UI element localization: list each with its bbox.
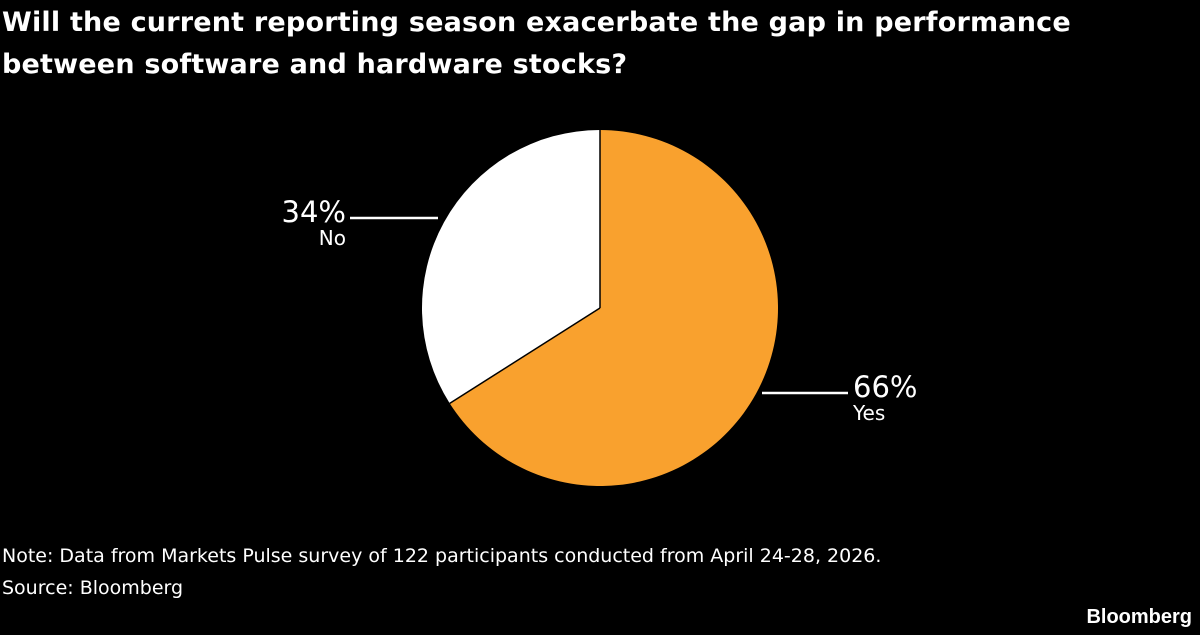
slice-divider — [449, 307, 601, 405]
value-label-yes: 66% — [853, 370, 917, 404]
note-text: Note: Data from Markets Pulse survey of … — [2, 545, 882, 567]
value-label-no: 34% — [282, 195, 346, 229]
category-label-no: No — [319, 226, 346, 250]
pie-slice-yes — [449, 130, 778, 487]
chart-title: Will the current reporting season exacer… — [2, 7, 1071, 80]
chart-footer: Note: Data from Markets Pulse survey of … — [2, 540, 881, 604]
pie-slice-no — [422, 130, 600, 404]
category-label-yes: Yes — [852, 401, 885, 425]
bloomberg-logo: Bloomberg — [1086, 606, 1192, 628]
source-text: Source: Bloomberg — [2, 577, 184, 599]
